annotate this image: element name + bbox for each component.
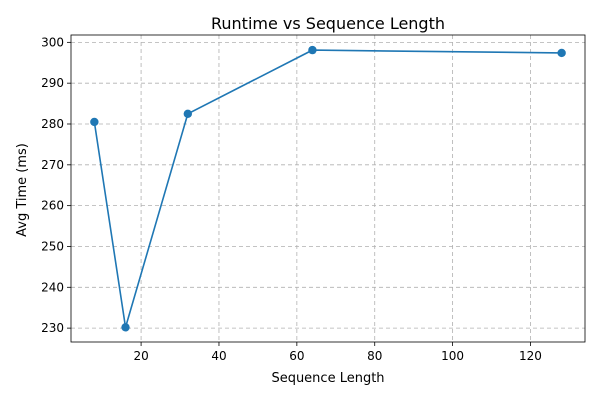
chart-title: Runtime vs Sequence Length [211,14,445,33]
y-tick-label: 300 [41,35,64,49]
y-tick-label: 250 [41,239,64,253]
axis-ticks: 20 40 60 80 100 120 230 240 250 260 270 280 290 300 [41,35,542,363]
x-tick-label: 20 [133,349,148,363]
data-point [121,323,130,332]
data-point [183,109,193,118]
data-point [557,48,566,58]
x-axis-title: Sequence Length [271,371,384,386]
y-tick-label: 270 [41,158,64,172]
series-layer [90,45,566,332]
y-tick-label: 290 [41,76,64,90]
grid-lines [71,35,585,342]
x-tick-label: 40 [211,349,226,363]
y-tick-label: 240 [41,280,64,294]
data-point [308,45,317,55]
y-axis-title: Avg Time (ms) [15,143,30,237]
data-point [90,117,99,127]
plot-area-frame [70,34,586,343]
y-tick-label: 260 [41,199,64,213]
y-tick-label: 230 [41,321,64,335]
series-line [93,49,562,328]
y-tick-label: 280 [41,117,64,131]
x-tick-label: 80 [367,349,382,363]
x-tick-label: 100 [441,349,464,363]
x-tick-label: 60 [289,349,304,363]
x-tick-label: 120 [519,349,542,363]
